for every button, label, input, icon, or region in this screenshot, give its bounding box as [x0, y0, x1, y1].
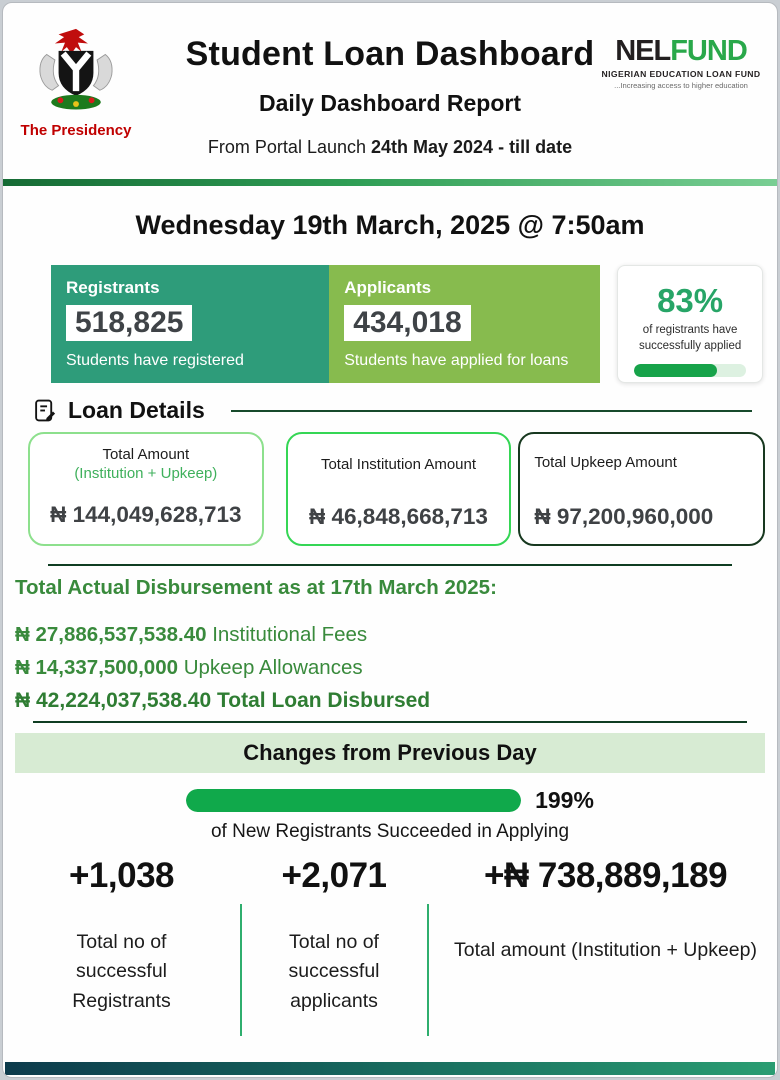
- metric-registrants-label: Total no of successful Registrants: [72, 931, 171, 1012]
- disbursement-line-institutional: ₦ 27,886,537,538.40 Institutional Fees: [15, 622, 777, 647]
- nigeria-coat-of-arms-icon: [39, 28, 113, 110]
- institution-amount-card: Total Institution Amount ₦ 46,848,668,71…: [285, 432, 512, 546]
- metric-divider-2: [427, 904, 429, 1036]
- loan-details-heading-row: Loan Details: [33, 397, 752, 424]
- footer-bar: [5, 1062, 775, 1075]
- presidency-label: The Presidency: [20, 122, 132, 139]
- institution-amount-value: ₦ 46,848,668,713: [309, 504, 488, 529]
- disbursement-heading: Total Actual Disbursement as at 17th Mar…: [15, 576, 497, 599]
- institutional-fees-label: Institutional Fees: [206, 623, 368, 646]
- success-rate-progress-fill: [634, 364, 717, 378]
- stats-row: Registrants 518,825 Students have regist…: [51, 265, 763, 383]
- metric-total-amount: +₦ 738,889,189 Total amount (Institution…: [428, 856, 777, 1016]
- changes-progress-caption: of New Registrants Succeeded in Applying: [210, 821, 570, 842]
- changes-banner: Changes from Previous Day: [15, 733, 765, 773]
- loan-details-heading: Loan Details: [68, 397, 205, 423]
- nelfund-logo: NELFUND NIGERIAN EDUCATION LOAN FUND ...…: [597, 37, 765, 91]
- registrants-label: Registrants: [66, 278, 160, 297]
- registrants-caption: Students have registered: [66, 352, 244, 369]
- report-header: The Presidency Student Loan Dashboard Da…: [3, 3, 777, 179]
- institution-amount-title: Total Institution Amount: [320, 456, 477, 473]
- changes-progress-percent: 199%: [535, 787, 594, 813]
- changes-progress-fill: [186, 789, 522, 812]
- page-subtitle: Daily Dashboard Report: [259, 90, 521, 116]
- metric-total-amount-label: Total amount (Institution + Upkeep): [454, 939, 757, 961]
- upkeep-allowances-amount: ₦ 14,337,500,000: [15, 656, 178, 679]
- upkeep-amount-card: Total Upkeep Amount ₦ 97,200,960,000: [518, 432, 765, 546]
- metric-divider-1: [240, 904, 242, 1036]
- nelfund-wordmark-black: NEL: [615, 35, 671, 67]
- total-amount-card: Total Amount (Institution + Upkeep) ₦ 14…: [28, 432, 264, 546]
- upkeep-amount-title: Total Upkeep Amount: [534, 454, 677, 471]
- registrants-card: Registrants 518,825 Students have regist…: [51, 265, 330, 383]
- total-amount-subtitle: (Institution + Upkeep): [74, 465, 218, 482]
- registrants-value: 518,825: [66, 305, 193, 341]
- changes-metrics: +1,038 Total no of successful Registrant…: [3, 856, 777, 1036]
- report-datetime: Wednesday 19th March, 2025 @ 7:50am: [135, 210, 645, 240]
- metric-applicants-label: Total no of successful applicants: [288, 931, 380, 1012]
- nelfund-wordmark: NELFUND: [597, 37, 765, 66]
- nelfund-full-name: NIGERIAN EDUCATION LOAN FUND: [601, 69, 761, 79]
- metric-registrants-value: +1,038: [68, 856, 175, 895]
- applicants-card: Applicants 434,018 Students have applied…: [329, 265, 601, 383]
- changes-progress-row: 199%: [3, 787, 777, 814]
- metric-registrants: +1,038 Total no of successful Registrant…: [3, 856, 240, 1016]
- applicants-caption: Students have applied for loans: [344, 352, 569, 369]
- total-loan-disbursed: ₦ 42,224,037,538.40 Total Loan Disbursed: [15, 689, 431, 712]
- presidency-block: The Presidency: [17, 27, 135, 139]
- header-titles: Student Loan Dashboard Daily Dashboard R…: [3, 3, 777, 158]
- disbursement-section: Total Actual Disbursement as at 17th Mar…: [15, 576, 777, 713]
- loan-details-rule: [230, 409, 752, 412]
- metric-applicants-value: +2,071: [281, 856, 387, 895]
- success-rate-card: 83% of registrants have successfully app…: [617, 265, 763, 383]
- portal-launch-line: From Portal Launch 24th May 2024 - till …: [3, 137, 777, 158]
- metric-applicants: +2,071 Total no of successful applicants: [240, 856, 428, 1016]
- nelfund-wordmark-green: FUND: [670, 35, 748, 67]
- loan-cards-row: Total Amount (Institution + Upkeep) ₦ 14…: [28, 432, 765, 546]
- total-amount-value: ₦ 144,049,628,713: [50, 502, 242, 527]
- applicants-label: Applicants: [344, 278, 432, 297]
- document-edit-icon: [35, 399, 56, 422]
- institutional-fees-amount: ₦ 27,886,537,538.40: [15, 623, 207, 646]
- changes-progressbar: [186, 789, 522, 812]
- nelfund-tagline: ...Increasing access to higher education: [614, 81, 748, 90]
- upkeep-amount-value: ₦ 97,200,960,000: [534, 504, 714, 529]
- disbursement-line-upkeep: ₦ 14,337,500,000 Upkeep Allowances: [15, 655, 777, 680]
- portal-launch-range: 24th May 2024 - till date: [371, 137, 573, 157]
- success-rate-value: 83%: [657, 282, 724, 319]
- section-divider-lower: [33, 721, 747, 723]
- stats-spacer: [600, 265, 617, 383]
- page-title: Student Loan Dashboard: [185, 35, 595, 73]
- metric-total-amount-value: +₦ 738,889,189: [483, 856, 728, 895]
- portal-launch-prefix: From Portal Launch: [207, 137, 371, 157]
- section-divider-upper: [48, 564, 732, 566]
- header-divider: [3, 179, 777, 186]
- success-rate-progressbar: [634, 364, 747, 378]
- success-rate-caption: of registrants have successfully applied: [638, 324, 742, 352]
- upkeep-allowances-label: Upkeep Allowances: [178, 656, 363, 679]
- applicants-value: 434,018: [344, 305, 471, 341]
- total-amount-title: Total Amount: [102, 446, 190, 463]
